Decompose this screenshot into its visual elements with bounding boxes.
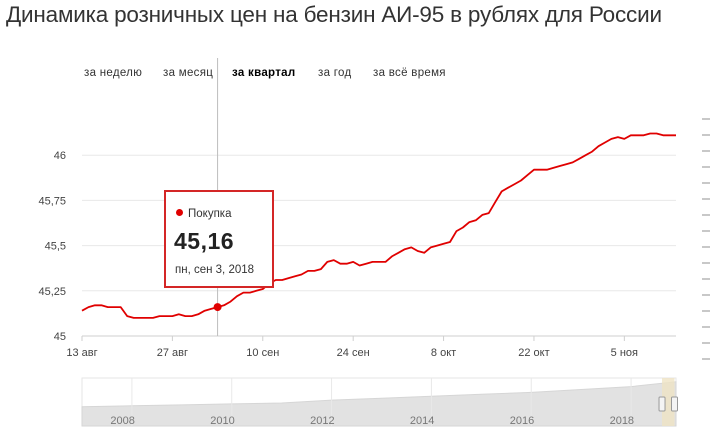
edge-marker (702, 118, 710, 120)
x-tick-label: 27 авг (157, 347, 188, 359)
navigator-year-label: 2018 (610, 415, 634, 427)
tooltip-series-label: Покупка (188, 208, 232, 220)
edge-marker (702, 310, 710, 312)
edge-marker (702, 134, 710, 136)
edge-marker (702, 166, 710, 168)
period-quarter[interactable]: за квартал (232, 67, 296, 79)
tooltip-date: пн, сен 3, 2018 (175, 264, 255, 276)
edge-marker (702, 326, 710, 328)
navigator-handle[interactable] (671, 396, 679, 412)
tooltip: Покупка 45,16 пн, сен 3, 2018 (164, 190, 274, 288)
tooltip-series: Покупка (176, 208, 231, 220)
edge-marker (702, 358, 710, 360)
y-tick-label: 45,25 (38, 286, 66, 298)
x-tick-label: 13 авг (66, 347, 97, 359)
x-tick-label: 22 окт (518, 347, 549, 359)
navigator-area (81, 381, 677, 427)
page-title: Динамика розничных цен на бензин АИ-95 в… (6, 2, 662, 27)
navigator-year-label: 2014 (410, 415, 434, 427)
period-month[interactable]: за месяц (163, 67, 214, 79)
navigator-selection[interactable] (662, 378, 675, 426)
x-tick-label: 24 сен (337, 347, 370, 359)
right-edge-markers (700, 118, 714, 380)
tooltip-value: 45,16 (174, 228, 235, 254)
edge-marker (702, 230, 710, 232)
y-tick-label: 46 (54, 150, 66, 162)
period-all-time[interactable]: за всё время (373, 67, 446, 79)
highlight-point (213, 303, 222, 312)
period-week[interactable]: за неделю (84, 67, 143, 79)
navigator-year-label: 2012 (310, 415, 334, 427)
y-tick-label: 45,75 (38, 195, 66, 207)
navigator-handle[interactable] (658, 396, 666, 412)
y-tick-label: 45 (54, 331, 66, 343)
x-tick-label: 5 ноя (611, 347, 638, 359)
navigator-year-label: 2008 (110, 415, 134, 427)
edge-marker (702, 150, 710, 152)
edge-marker (702, 342, 710, 344)
x-tick-label: 8 окт (431, 347, 456, 359)
edge-marker (702, 278, 710, 280)
y-tick-label: 45,5 (45, 241, 66, 253)
period-year[interactable]: за год (318, 67, 352, 79)
edge-marker (702, 198, 710, 200)
navigator-year-label: 2016 (510, 415, 534, 427)
edge-marker (702, 246, 710, 248)
edge-marker (702, 182, 710, 184)
series-dot-icon (176, 209, 183, 216)
navigator-year-label: 2010 (210, 415, 234, 427)
price-line (81, 132, 676, 319)
edge-marker (702, 214, 710, 216)
x-tick-label: 10 сен (246, 347, 279, 359)
edge-marker (702, 262, 710, 264)
edge-marker (702, 294, 710, 296)
